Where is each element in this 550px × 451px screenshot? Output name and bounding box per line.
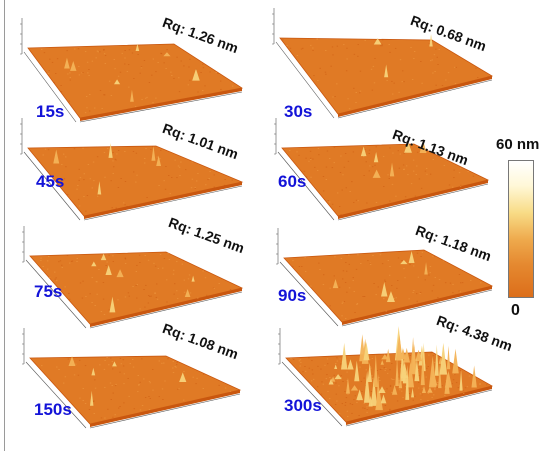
time-label: 60s <box>278 172 307 191</box>
height-colorbar <box>508 160 534 298</box>
afm-surface-60s <box>274 118 490 221</box>
afm-panel-15s: Rq: 1.26 nm 15s <box>6 10 254 123</box>
time-label: 30s <box>284 102 313 121</box>
time-label: 150s <box>34 400 72 419</box>
time-label: 45s <box>36 172 65 191</box>
afm-panel-300s: Rq: 4.38 nm 300s <box>256 312 515 446</box>
time-label: 15s <box>36 102 65 121</box>
left-border-line <box>4 0 5 451</box>
afm-panel-30s: Rq: 0.68 nm 30s <box>256 8 504 121</box>
afm-surface-300s <box>278 326 494 427</box>
afm-surface-90s <box>276 228 494 327</box>
afm-panel-90s: Rq: 1.18 nm 90s <box>256 222 504 336</box>
time-label: 90s <box>278 286 307 305</box>
colorbar-max-label: 60 nm <box>496 136 540 153</box>
afm-panel-60s: Rq: 1.13 nm 60s <box>256 118 504 228</box>
time-label: 300s <box>284 396 322 415</box>
afm-surface-30s <box>272 8 494 119</box>
colorbar-min-label: 0 <box>511 302 520 319</box>
afm-panel-45s: Rq: 1.01 nm 45s <box>6 118 254 228</box>
time-label: 75s <box>34 282 63 301</box>
afm-panel-150s: Rq: 1.08 nm 150s <box>6 320 254 446</box>
afm-surface-45s <box>20 118 244 221</box>
afm-surface-150s <box>22 328 242 429</box>
afm-surface-75s <box>22 226 244 329</box>
afm-surface-15s <box>20 18 244 123</box>
afm-panel-75s: Rq: 1.25 nm 75s <box>6 214 254 336</box>
